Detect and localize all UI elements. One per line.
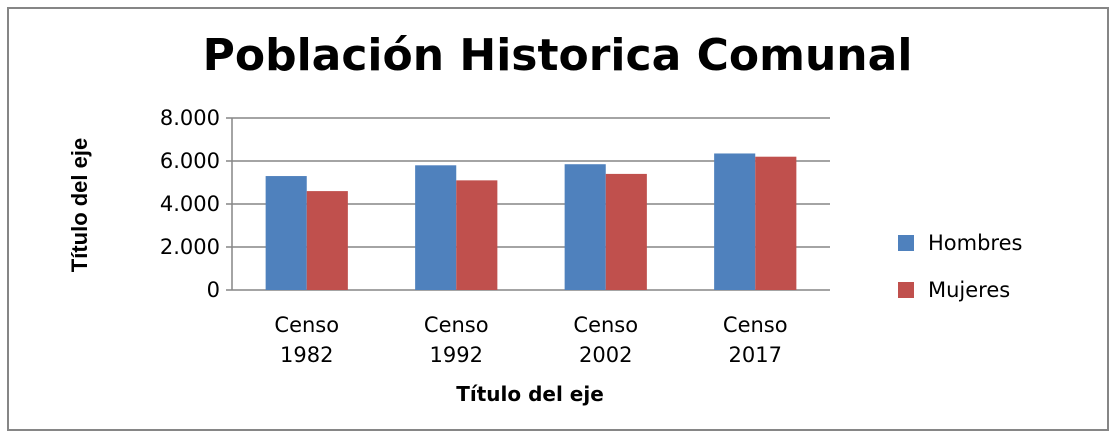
y-axis-title: Título del eje bbox=[67, 137, 92, 273]
bar bbox=[564, 164, 606, 290]
chart-border bbox=[7, 7, 1109, 431]
y-tick-label: 6.000 bbox=[159, 149, 220, 173]
y-tick-label: 0 bbox=[206, 278, 220, 302]
y-tick-label: 2.000 bbox=[159, 235, 220, 259]
legend-label: Mujeres bbox=[928, 278, 1011, 302]
bar bbox=[605, 173, 647, 290]
legend-swatch bbox=[898, 282, 914, 298]
y-tick-label: 8.000 bbox=[159, 106, 220, 130]
y-tick-label: 4.000 bbox=[159, 192, 220, 216]
bar bbox=[714, 153, 756, 290]
x-tick-label: Censo 2017 bbox=[722, 313, 788, 367]
bar bbox=[755, 156, 797, 290]
bar bbox=[456, 180, 498, 290]
bar bbox=[265, 176, 307, 290]
x-tick-label: Censo 1992 bbox=[423, 313, 489, 367]
x-axis-title: Título del eje bbox=[456, 382, 604, 406]
legend-swatch bbox=[898, 235, 914, 251]
legend-label: Hombres bbox=[928, 231, 1023, 255]
chart-title: Población Historica Comunal bbox=[202, 30, 913, 81]
x-tick-label: Censo 1982 bbox=[274, 313, 340, 367]
x-tick-label: Censo 2002 bbox=[573, 313, 639, 367]
bar bbox=[306, 191, 348, 290]
bar bbox=[415, 165, 457, 290]
